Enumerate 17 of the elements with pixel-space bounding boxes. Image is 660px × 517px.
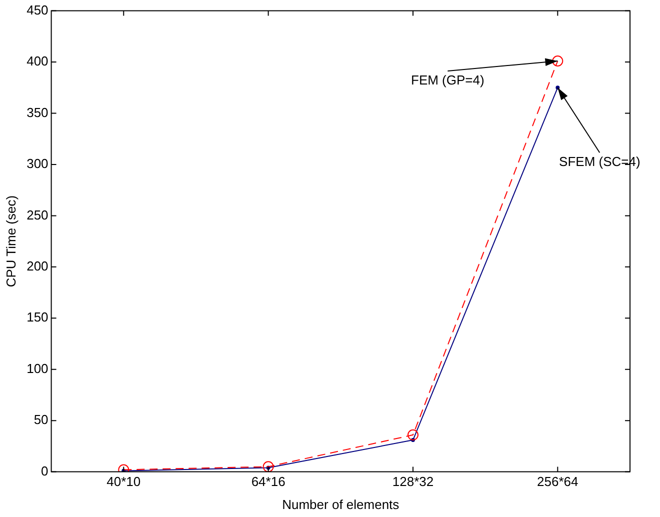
y-tick-label: 50 <box>34 412 48 428</box>
y-tick-label: 300 <box>26 156 48 172</box>
y-axis-title: CPU Time (sec) <box>3 195 18 288</box>
y-tick-label: 400 <box>26 54 48 69</box>
y-tick-label: 0 <box>41 463 48 478</box>
y-tick-label: 150 <box>26 310 48 325</box>
x-tick-label: 128*32 <box>392 474 434 490</box>
y-tick-label: 100 <box>26 360 48 376</box>
x-axis-title: Number of elements <box>282 496 400 512</box>
y-tick-label: 450 <box>26 2 48 18</box>
y-tick-label: 200 <box>26 258 48 274</box>
annotation: FEM (GP=4) <box>410 72 484 88</box>
x-tick-label: 64*16 <box>251 474 286 490</box>
y-tick-label: 250 <box>26 207 48 222</box>
x-tick-label: 40*10 <box>106 474 141 490</box>
x-tick-label: 256*64 <box>537 474 578 490</box>
y-tick-label: 350 <box>26 104 48 120</box>
